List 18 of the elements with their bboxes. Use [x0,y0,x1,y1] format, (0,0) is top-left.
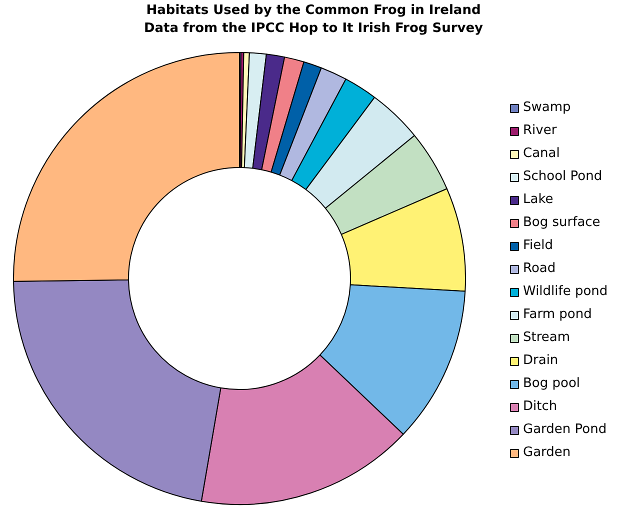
legend-label: Road [523,261,556,276]
legend-label: Field [523,238,554,253]
legend-label: Canal [523,146,560,161]
legend-label: Bog surface [523,215,600,230]
legend-label: Garden [523,445,571,460]
legend-label: Farm pond [523,307,592,322]
chart-subtitle: Data from the IPCC Hop to It Irish Frog Survey [144,21,484,36]
legend-label: Drain [523,353,558,368]
legend-label: Bog pool [523,376,580,391]
legend-label: Ditch [523,399,558,414]
legend-label: River [523,123,557,138]
legend-label: School Pond [523,169,602,184]
chart-title: Habitats Used by the Common Frog in Ireland [146,3,481,18]
legend-label: Swamp [523,100,571,115]
legend-label: Garden Pond [523,422,607,437]
legend-label: Wildlife pond [523,284,608,299]
legend-label: Stream [523,330,570,345]
legend-label: Lake [523,192,554,207]
